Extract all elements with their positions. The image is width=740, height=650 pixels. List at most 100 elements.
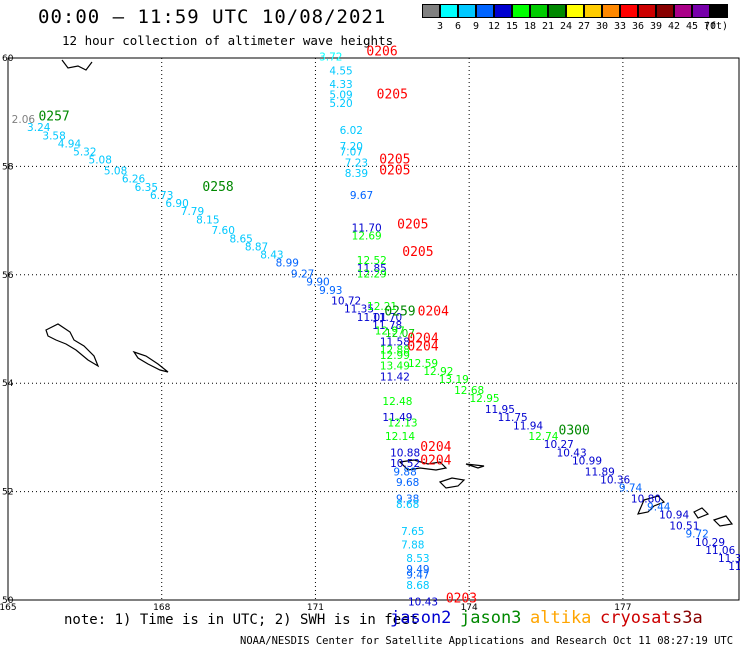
wave-height-label: 6.90 [165,198,188,210]
scale-tick-label: 70 [703,21,717,32]
wave-height-label: 6.26 [122,174,146,186]
wave-height-label: 10.52 [390,458,420,470]
wave-height-label: 5.32 [73,147,96,159]
scale-tick-label: 36 [631,21,645,32]
page-subtitle: 12 hour collection of altimeter wave hei… [62,33,394,48]
pass-time-label: 0205 [379,153,410,168]
lon-tick-label: 168 [153,603,170,613]
wave-height-label: 10.29 [695,537,725,549]
wave-height-label: 8.65 [229,233,252,245]
coastline [45,323,100,368]
wave-height-label: 12.21 [367,301,397,313]
wave-height-label: 6.02 [340,125,363,137]
wave-height-label: 11.94 [513,420,543,432]
wave-height-label: 12.97 [375,325,405,337]
pass-time-label: 0205 [379,164,410,179]
lon-tick-label: 171 [307,603,324,613]
coastline [465,463,485,469]
lat-tick-label: 50 [2,596,14,606]
scale-tick-label: 12 [487,21,501,32]
lon-tick-label: 177 [614,603,631,613]
scale-swatch [710,4,728,18]
scale-tick-label: 21 [541,21,555,32]
lon-tick-label: 165 [0,603,17,613]
pass-time-label: 0206 [366,44,397,59]
wave-height-label: 12.95 [470,393,500,405]
wave-height-label: 4.94 [58,138,82,150]
pass-time-label: 0204 [418,304,449,319]
wave-height-label: 12.69 [352,231,382,243]
pass-time-label: 0204 [407,340,438,355]
wave-height-label: 5.20 [329,98,352,110]
lon-tick-label: 174 [461,603,478,613]
wave-height-label: 5.09 [329,90,352,102]
pass-time-label: 0205 [397,218,428,233]
pass-time-label: 0204 [407,332,438,347]
scale-tick-label: 33 [613,21,627,32]
wave-height-label: 9.88 [393,466,416,478]
units-note: note: 1) Time is in UTC; 2) SWH is in fe… [64,612,419,628]
scale-swatch [674,4,692,18]
map-frame [7,57,740,601]
scale-swatch [548,4,566,18]
scale-tick-label: 9 [472,21,480,32]
wave-height-label: 9.27 [291,269,314,281]
pass-time-label: 0257 [38,109,69,124]
scale-swatch [494,4,512,18]
scale-swatch [458,4,476,18]
pass-time-label: 0205 [402,245,433,260]
coastline [132,350,169,373]
scale-tick-label: 3 [436,21,444,32]
scale-unit-label: (ft) [704,21,729,32]
pass-time-label: 0300 [559,424,590,439]
scale-tick-label: 42 [667,21,681,32]
wave-height-label: 9.68 [396,477,419,489]
scale-tick-label: 39 [649,21,663,32]
coastline [438,477,466,489]
wave-height-label: 12.13 [388,418,418,430]
wave-height-label: 7.88 [401,540,424,552]
wave-height-label: 12.74 [528,431,558,443]
wave-height-label: 8.87 [245,241,268,253]
scale-swatch [656,4,674,18]
wave-height-label: 11.07 [728,561,740,573]
wave-height-label: 9.93 [319,285,342,297]
wave-height-label: 9.72 [685,529,708,541]
pass-time-label: 0204 [420,440,451,455]
wave-height-label: 11.75 [498,412,528,424]
wave-height-label: 7.20 [340,141,363,153]
wave-height-label: 10.80 [631,493,661,505]
wave-height-label: 8.15 [196,214,219,226]
scale-swatch [566,4,584,18]
wave-height-label: 11.70 [352,222,382,234]
wave-height-label: 6.35 [135,182,158,194]
wave-height-label: 11.70 [372,312,402,324]
wave-height-label: 10.72 [331,296,361,308]
scale-swatch [620,4,638,18]
wave-height-label: 11.01 [357,312,387,324]
wave-height-label: 4.33 [329,79,352,91]
wave-height-label: 10.94 [659,510,689,522]
scale-swatch [602,4,620,18]
legend-jason2: jason2 [390,608,452,628]
pass-time-label: 0203 [446,592,477,607]
wave-height-label: 7.65 [401,526,424,538]
lat-tick-label: 56 [2,271,14,281]
coastline [636,495,666,515]
wave-height-label: 9.49 [406,564,429,576]
coastline [712,515,734,527]
scale-tick-label: 27 [577,21,591,32]
wave-height-label: 10.27 [544,439,574,451]
lat-tick-label: 54 [2,379,14,389]
wave-height-label: 8.68 [396,499,419,511]
scale-tick-label: 45 [685,21,699,32]
wave-height-label: 10.43 [557,447,587,459]
page-title: 00:00 – 11:59 UTC 10/08/2021 [38,6,387,28]
wave-height-label: 8.99 [276,258,299,270]
wave-height-label: 11.78 [372,320,402,332]
scale-swatch [692,4,710,18]
scale-swatch [476,4,494,18]
wave-height-label: 9.67 [350,190,373,202]
wave-height-label: 9.74 [619,483,643,495]
scale-swatch [530,4,548,18]
